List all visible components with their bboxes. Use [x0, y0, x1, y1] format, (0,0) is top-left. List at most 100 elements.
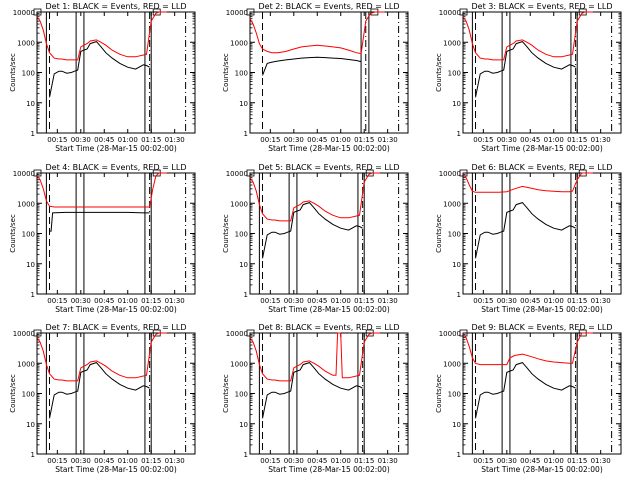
- y-tick-label: 10000: [439, 330, 461, 338]
- corner-marker: [246, 169, 255, 177]
- y-tick-label: 1: [31, 291, 35, 299]
- series-events-line: [262, 202, 363, 259]
- y-tick-label: 10: [239, 100, 248, 108]
- y-tick-label: 10000: [226, 330, 248, 338]
- plot-frame: [462, 172, 622, 295]
- x-axis-label: Start Time (28-Mar-15 00:02:00): [481, 144, 603, 153]
- x-tick-label: 00:45: [520, 297, 540, 305]
- series-lld-line: [462, 332, 593, 366]
- x-tick-label: 01:15: [354, 297, 374, 305]
- x-tick-label: 00:45: [94, 136, 114, 144]
- x-tick-label: 00:15: [473, 297, 493, 305]
- x-axis-label: Start Time (28-Mar-15 00:02:00): [481, 465, 603, 474]
- x-tick-label: 00:30: [284, 457, 304, 465]
- series-events-line: [475, 362, 576, 419]
- x-axis-label: Start Time (28-Mar-15 00:02:00): [481, 305, 603, 314]
- x-axis-label: Start Time (28-Mar-15 00:02:00): [268, 465, 390, 474]
- y-axis-label: Counts/sec: [222, 214, 230, 253]
- y-tick-label: 10: [26, 100, 35, 108]
- y-tick-label: 1: [244, 451, 248, 459]
- x-tick-label: 00:30: [71, 457, 91, 465]
- y-tick-label: 1: [244, 130, 248, 138]
- panel-det-4: Det 4: BLACK = Events, RED = LLD 1 10 100 10…: [9, 163, 196, 314]
- x-tick-label: 01:00: [331, 457, 351, 465]
- series-lld-line: [462, 11, 593, 61]
- series-lld-line: [36, 332, 167, 382]
- x-axis-label: Start Time (28-Mar-15 00:02:00): [55, 465, 177, 474]
- x-tick-label: 01:15: [354, 457, 374, 465]
- x-tick-label: 00:30: [497, 457, 517, 465]
- y-tick-label: 1: [244, 291, 248, 299]
- y-tick-label: 10000: [439, 170, 461, 178]
- y-axis-label: Counts/sec: [435, 214, 443, 253]
- x-tick-label: 00:30: [497, 297, 517, 305]
- panel-det-3: Det 3: BLACK = Events, RED = LLD 1 10 100 10…: [435, 2, 622, 153]
- x-tick-label: 00:15: [260, 297, 280, 305]
- y-tick-label: 1000: [230, 360, 248, 368]
- y-tick-label: 1: [457, 130, 461, 138]
- x-tick-label: 00:45: [94, 297, 114, 305]
- plot-frame: [249, 332, 409, 455]
- y-tick-label: 100: [22, 391, 35, 399]
- y-tick-label: 1000: [443, 39, 461, 47]
- chart-title: Det 1: BLACK = Events, RED = LLD: [46, 2, 187, 11]
- panel-det-6: Det 6: BLACK = Events, RED = LLD 1 10 100 10…: [435, 163, 622, 314]
- y-axis-label: Counts/sec: [435, 374, 443, 413]
- series-lld-line: [462, 172, 593, 193]
- panel-det-5: Det 5: BLACK = Events, RED = LLD 1 10 100 10…: [222, 163, 409, 314]
- y-tick-label: 100: [22, 231, 35, 239]
- plot-frame: [36, 332, 196, 455]
- corner-marker: [459, 169, 468, 177]
- x-tick-label: 00:15: [260, 136, 280, 144]
- plot-frame: [462, 332, 622, 455]
- y-tick-label: 10000: [13, 330, 35, 338]
- x-axis-label: Start Time (28-Mar-15 00:02:00): [268, 144, 390, 153]
- y-axis-label: Counts/sec: [9, 374, 17, 413]
- chart-title: Det 9: BLACK = Events, RED = LLD: [472, 323, 613, 332]
- x-tick-label: 01:15: [354, 136, 374, 144]
- x-tick-label: 01:30: [591, 136, 611, 144]
- chart-title: Det 5: BLACK = Events, RED = LLD: [259, 163, 400, 172]
- y-tick-label: 10: [26, 261, 35, 269]
- x-tick-label: 00:15: [260, 457, 280, 465]
- y-tick-label: 100: [448, 391, 461, 399]
- x-tick-label: 01:15: [141, 136, 161, 144]
- x-tick-label: 01:30: [591, 457, 611, 465]
- y-tick-label: 1: [31, 130, 35, 138]
- x-axis-label: Start Time (28-Mar-15 00:02:00): [55, 305, 177, 314]
- y-tick-label: 1000: [230, 200, 248, 208]
- y-tick-label: 1: [457, 291, 461, 299]
- series-lld-line: [249, 172, 380, 222]
- series-lld-line: [249, 11, 385, 55]
- x-tick-label: 01:15: [141, 297, 161, 305]
- panel-det-2: Det 2: BLACK = Events, RED = LLD 1 10 100 10…: [222, 2, 409, 153]
- y-tick-label: 10000: [226, 170, 248, 178]
- series-lld-line: [36, 172, 167, 208]
- chart-title: Det 3: BLACK = Events, RED = LLD: [472, 2, 613, 11]
- y-tick-label: 10: [239, 421, 248, 429]
- y-tick-label: 1: [31, 451, 35, 459]
- y-tick-label: 10: [452, 100, 461, 108]
- y-tick-label: 10: [239, 261, 248, 269]
- x-tick-label: 01:15: [567, 457, 587, 465]
- x-axis-label: Start Time (28-Mar-15 00:02:00): [55, 144, 177, 153]
- chart-title: Det 8: BLACK = Events, RED = LLD: [259, 323, 400, 332]
- y-tick-label: 1000: [230, 39, 248, 47]
- y-axis-label: Counts/sec: [435, 53, 443, 92]
- panel-det-1: Det 1: BLACK = Events, RED = LLD 1 10 100 10…: [9, 2, 196, 153]
- series-events-line: [49, 41, 150, 98]
- x-tick-label: 00:15: [47, 136, 67, 144]
- y-axis-label: Counts/sec: [9, 214, 17, 253]
- plot-frame: [36, 11, 196, 134]
- x-tick-label: 00:15: [47, 297, 67, 305]
- corner-marker: [33, 8, 42, 16]
- plot-frame: [249, 172, 409, 295]
- x-tick-label: 01:15: [567, 297, 587, 305]
- chart-title: Det 2: BLACK = Events, RED = LLD: [259, 2, 400, 11]
- series-events-line: [49, 211, 150, 232]
- x-tick-label: 00:45: [520, 457, 540, 465]
- y-tick-label: 10: [452, 421, 461, 429]
- chart-title: Det 7: BLACK = Events, RED = LLD: [46, 323, 187, 332]
- plot-frame: [462, 11, 622, 134]
